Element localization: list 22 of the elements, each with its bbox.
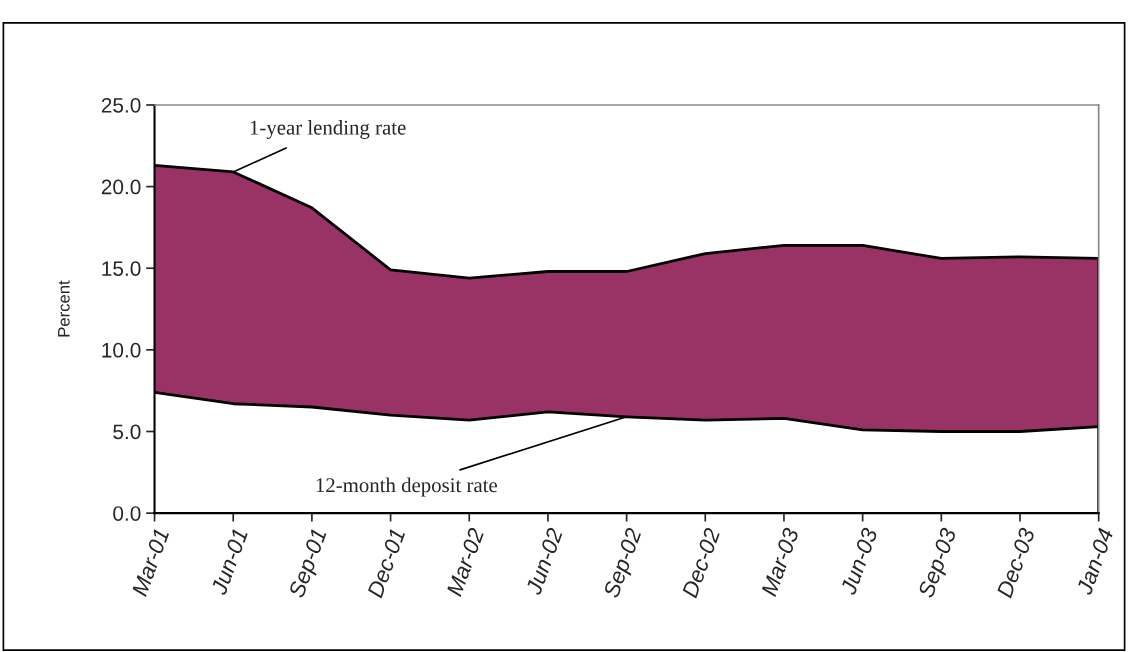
y-axis-title: Percent	[58, 280, 70, 337]
x-tick-label: Sep-01	[288, 528, 331, 601]
x-tick-label: Dec-03	[996, 526, 1036, 599]
annotation: 1-year lending rate	[250, 119, 406, 139]
x-tick-label: Sep-02	[602, 526, 646, 601]
annotation: 12-month deposit rate	[316, 477, 497, 497]
x-tick-label: Jan-04	[1075, 527, 1114, 596]
x-tick-label: Mar-03	[760, 526, 800, 598]
x-tick-label: Dec-01	[366, 528, 406, 599]
x-tick-label: Sep-03	[917, 526, 961, 601]
y-tick-label: 15.0	[102, 261, 141, 276]
x-tick-label: Jun-02	[525, 526, 564, 596]
y-tick-label: 0.0	[113, 506, 141, 521]
x-tick-label: Jun-03	[839, 526, 878, 596]
y-tick-label: 5.0	[113, 424, 141, 440]
y-tick-label: 25.0	[101, 97, 141, 113]
x-tick-label: Jun-01	[210, 528, 248, 596]
x-tick-label: Dec-02	[681, 526, 721, 599]
y-tick-label: 10.0	[102, 342, 141, 358]
x-tick-label: Mar-01	[131, 528, 170, 598]
y-tick-label: 20.0	[101, 179, 141, 195]
x-tick-label: Mar-02	[446, 526, 485, 598]
